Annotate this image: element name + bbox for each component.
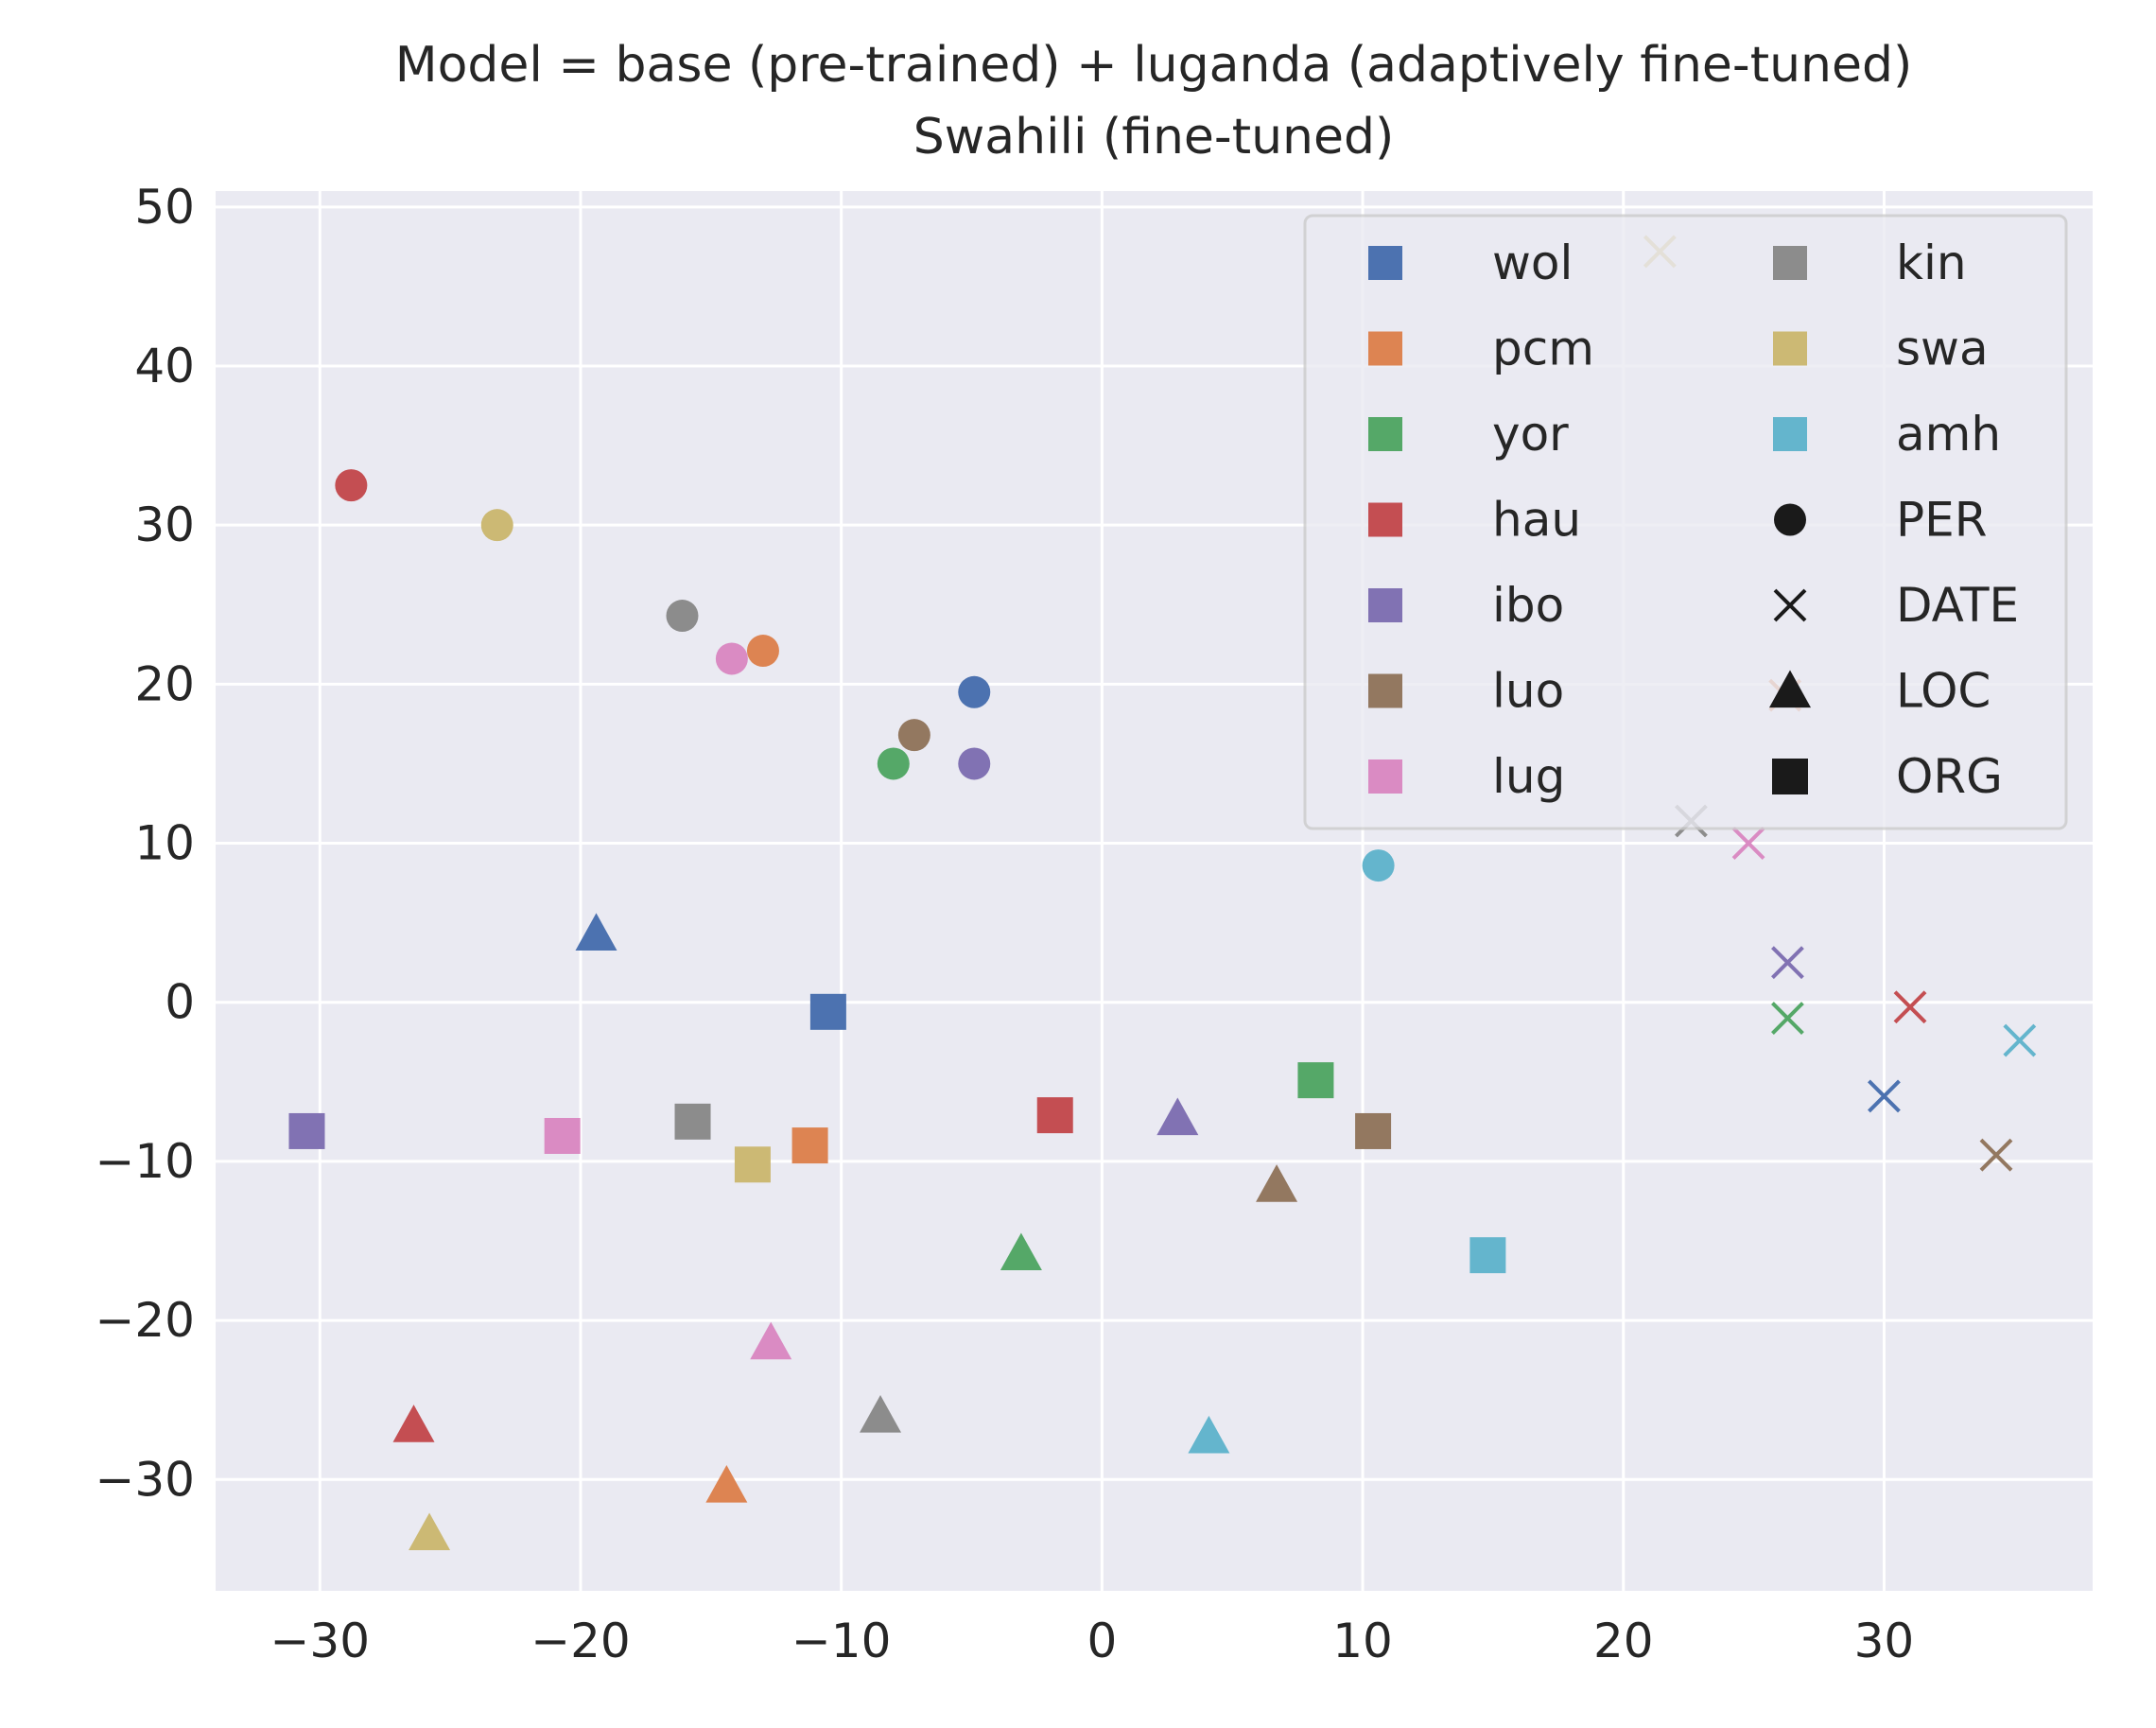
y-tick-label: 10 bbox=[134, 816, 195, 871]
legend-marker-date bbox=[1773, 588, 1807, 622]
legend-marker-per bbox=[1774, 503, 1806, 536]
x-tick-label: −30 bbox=[270, 1614, 371, 1668]
point-amh-org bbox=[1469, 1237, 1506, 1274]
point-lug-loc bbox=[750, 1321, 792, 1360]
point-luo-per bbox=[897, 719, 930, 752]
y-tick-label: 0 bbox=[165, 975, 195, 1030]
point-swa-org bbox=[734, 1146, 771, 1183]
point-swa-loc bbox=[409, 1512, 451, 1551]
point-pcm-per bbox=[746, 635, 779, 668]
legend-label-swa: swa bbox=[1896, 322, 1989, 376]
legend-marker-pcm bbox=[1368, 331, 1402, 366]
point-luo-org bbox=[1355, 1112, 1392, 1149]
x-tick-label: 0 bbox=[1087, 1614, 1117, 1668]
legend-label-wol: wol bbox=[1492, 236, 1573, 290]
point-luo-date bbox=[1979, 1138, 2013, 1172]
y-tick-label: −30 bbox=[95, 1452, 195, 1507]
y-tick-label: 50 bbox=[134, 180, 195, 235]
legend-label-luo: luo bbox=[1492, 664, 1564, 719]
data-points bbox=[288, 235, 2037, 1551]
y-tick-label: 30 bbox=[134, 497, 195, 552]
point-wol-org bbox=[809, 993, 846, 1030]
legend-label-per: PER bbox=[1896, 493, 1987, 548]
y-tick-labels: −30 −20 −10 0 10 20 30 40 50 bbox=[95, 180, 195, 1507]
legend: wol pcm yor hau ibo luo lug kin swa amh PER DATE LOC… bbox=[1303, 214, 2068, 830]
legend-marker-swa bbox=[1773, 331, 1807, 366]
legend-marker-lug bbox=[1368, 759, 1402, 794]
point-pcm-loc bbox=[705, 1465, 748, 1503]
point-lug-per bbox=[715, 642, 748, 675]
point-ibo-loc bbox=[1156, 1097, 1199, 1136]
y-tick-label: 40 bbox=[134, 339, 195, 393]
point-yor-loc bbox=[1000, 1232, 1042, 1271]
legend-marker-hau bbox=[1368, 502, 1402, 537]
point-swa-per bbox=[480, 509, 513, 542]
point-lug-org bbox=[544, 1118, 581, 1154]
point-hau-loc bbox=[392, 1405, 435, 1442]
point-amh-loc bbox=[1188, 1415, 1230, 1454]
legend-marker-wol bbox=[1368, 246, 1402, 280]
point-wol-date bbox=[1868, 1079, 1901, 1113]
y-tick-label: −10 bbox=[95, 1134, 195, 1189]
x-tick-label: 10 bbox=[1332, 1614, 1393, 1668]
x-tick-label: −10 bbox=[791, 1614, 892, 1668]
legend-marker-loc bbox=[1769, 670, 1811, 708]
point-amh-date bbox=[2003, 1023, 2037, 1057]
point-luo-loc bbox=[1256, 1164, 1298, 1202]
legend-box bbox=[1303, 214, 2068, 830]
x-tick-labels: −30 −20 −10 0 10 20 30 bbox=[270, 1614, 1915, 1668]
point-hau-per bbox=[335, 469, 368, 502]
y-tick-label: 20 bbox=[134, 656, 195, 711]
legend-label-kin: kin bbox=[1896, 236, 1967, 290]
legend-label-ibo: ibo bbox=[1492, 578, 1564, 633]
point-yor-org bbox=[1297, 1062, 1334, 1099]
point-wol-per bbox=[958, 675, 991, 708]
chart-title-line1: Model = base (pre-trained) + luganda (ad… bbox=[395, 37, 1913, 94]
legend-marker-luo bbox=[1368, 673, 1402, 708]
point-wol-loc bbox=[575, 913, 617, 951]
grid bbox=[216, 191, 2093, 1591]
legend-label-amh: amh bbox=[1896, 407, 2001, 462]
point-yor-date bbox=[1771, 1002, 1804, 1035]
point-ibo-org bbox=[288, 1112, 325, 1149]
point-kin-per bbox=[666, 600, 699, 633]
legend-label-loc: LOC bbox=[1896, 664, 1991, 719]
chart-title-line2: Swahili (fine-tuned) bbox=[913, 109, 1395, 166]
point-hau-date bbox=[1893, 990, 1927, 1024]
legend-label-pcm: pcm bbox=[1492, 322, 1594, 376]
legend-label-lug: lug bbox=[1492, 749, 1565, 804]
point-amh-per bbox=[1362, 849, 1395, 882]
point-kin-org bbox=[674, 1103, 711, 1140]
x-tick-label: 30 bbox=[1854, 1614, 1915, 1668]
legend-marker-yor bbox=[1368, 417, 1402, 451]
point-yor-per bbox=[877, 747, 910, 780]
x-tick-label: 20 bbox=[1593, 1614, 1654, 1668]
point-pcm-org bbox=[791, 1127, 828, 1164]
point-hau-org bbox=[1036, 1097, 1073, 1134]
legend-label-yor: yor bbox=[1492, 407, 1569, 462]
legend-marker-amh bbox=[1773, 417, 1807, 451]
x-tick-label: −20 bbox=[530, 1614, 631, 1668]
legend-label-hau: hau bbox=[1492, 493, 1581, 548]
legend-marker-ibo bbox=[1368, 588, 1402, 622]
point-kin-loc bbox=[860, 1395, 902, 1433]
legend-marker-kin bbox=[1773, 246, 1807, 280]
point-ibo-date bbox=[1771, 946, 1804, 980]
point-ibo-per bbox=[958, 747, 991, 780]
legend-marker-org bbox=[1772, 759, 1808, 794]
legend-label-org: ORG bbox=[1896, 749, 2003, 804]
y-tick-label: −20 bbox=[95, 1293, 195, 1348]
legend-label-date: DATE bbox=[1896, 578, 2019, 633]
point-lug-date bbox=[1731, 827, 1765, 860]
